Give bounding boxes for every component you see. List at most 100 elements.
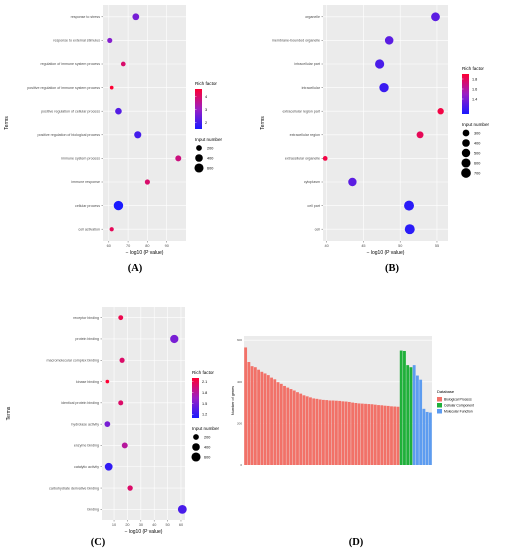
- legend-label: Cellular Component: [444, 404, 474, 408]
- bar: [377, 405, 380, 465]
- data-point: [118, 315, 124, 321]
- term-label: membrane-bounded organelle: [272, 39, 320, 43]
- bar: [247, 362, 251, 465]
- bar: [399, 350, 403, 465]
- bar: [309, 397, 312, 465]
- size-legend-label: 700: [474, 171, 480, 175]
- data-point: [120, 61, 126, 67]
- data-point: [177, 504, 187, 514]
- data-point: [105, 379, 110, 384]
- size-legend-dot: [461, 148, 471, 158]
- data-point: [113, 200, 124, 211]
- plot-background: [102, 307, 185, 520]
- x-tick-label: 50: [398, 244, 402, 248]
- size-legend-dot: [462, 139, 470, 147]
- x-tick-label: 45: [361, 244, 365, 248]
- term-label: extracellular region: [290, 133, 320, 137]
- term-label: kinase binding: [76, 380, 99, 384]
- x-tick-label: 55: [435, 244, 439, 248]
- size-legend-label: 400: [207, 156, 213, 160]
- x-tick-label: 60: [107, 244, 111, 248]
- bar: [273, 379, 277, 465]
- term-label: intracellular: [302, 86, 321, 90]
- data-point: [404, 224, 415, 235]
- term-label: macromolecular complex binding: [46, 358, 99, 362]
- bar: [266, 375, 270, 465]
- x-tick-label: 40: [152, 523, 156, 527]
- legend: Rich factor 2.1 1.8 1.5 1.2 Input number 200 40…: [191, 370, 220, 462]
- bar: [341, 401, 345, 465]
- term-label: immune response: [71, 180, 100, 184]
- x-tick-label: 90: [165, 244, 169, 248]
- bar: [253, 367, 257, 465]
- bar: [299, 393, 303, 465]
- legend-swatch: [437, 397, 442, 402]
- bar: [415, 375, 419, 465]
- bar: [312, 398, 316, 465]
- bar: [428, 412, 432, 465]
- bar: [396, 406, 400, 465]
- size-legend-dot: [462, 129, 470, 137]
- bar: [370, 404, 374, 465]
- term-label: response to stress: [71, 15, 101, 19]
- panel-d-bar-chart: 0 200 400 600 Number of genes Database Biologi…: [231, 336, 474, 548]
- size-legend-label: 600: [474, 161, 480, 165]
- legend: Rich factor 4 3 2 Input number 200 400 600: [194, 81, 223, 173]
- size-legend-dot: [461, 158, 471, 168]
- bar-plot-area: 0 200 400 600 Number of genes: [231, 336, 432, 467]
- term-label: cell: [315, 227, 321, 231]
- term-label: protein binding: [75, 337, 99, 341]
- colorbar-label: 2: [205, 121, 207, 125]
- term-label: positive regulation of cellular process: [41, 109, 100, 113]
- data-point: [431, 12, 440, 22]
- data-point: [132, 13, 140, 21]
- y-axis-title: Terms: [6, 406, 12, 420]
- bar: [373, 404, 377, 465]
- size-legend-label: 600: [204, 455, 210, 459]
- bar: [315, 398, 319, 465]
- panel-b-dot-plot: organelle membrane-bounded organelle intra…: [260, 5, 490, 274]
- data-point: [109, 85, 114, 90]
- colorbar-label: 1.5: [202, 402, 207, 406]
- size-legend-label: 400: [474, 141, 480, 145]
- y-axis-title: Terms: [4, 116, 10, 130]
- bar: [286, 387, 290, 465]
- term-label: extracellular organelle: [285, 157, 320, 161]
- term-label: receptor binding: [73, 316, 99, 320]
- colorbar-label: 3: [205, 108, 207, 112]
- data-point: [384, 36, 394, 45]
- legend-rich-title: Rich factor: [192, 370, 214, 375]
- panel-label: (A): [128, 263, 143, 274]
- bar: [270, 377, 273, 465]
- legend-rich-title: Rich factor: [462, 66, 484, 71]
- term-label: cellular process: [75, 204, 100, 208]
- size-legend-label: 500: [474, 151, 480, 155]
- plot-area: receptor binding protein binding macromole…: [6, 307, 187, 535]
- bar: [393, 406, 397, 465]
- bar: [296, 392, 299, 465]
- colorbar-label: 1.4: [472, 97, 477, 101]
- bar: [250, 366, 254, 465]
- size-legend-label: 200: [204, 435, 210, 439]
- term-label: hydrolase activity: [71, 422, 99, 426]
- data-point: [379, 82, 389, 93]
- legend-swatch: [437, 403, 442, 408]
- term-label: response to external stimulus: [53, 39, 100, 43]
- x-tick-label: 60: [179, 523, 183, 527]
- rich-colorbar: [462, 74, 469, 114]
- legend: Rich factor 1.8 1.6 1.4 Input number 300 400 50…: [461, 66, 490, 178]
- bar: [263, 373, 267, 465]
- panel-label: (B): [385, 263, 400, 274]
- colorbar-label: 1.8: [202, 391, 207, 395]
- term-label: intracellular part: [294, 62, 320, 66]
- data-point: [348, 177, 357, 187]
- data-point: [104, 462, 113, 471]
- size-legend-dot: [193, 434, 199, 440]
- bar: [367, 404, 371, 465]
- bar: [260, 371, 264, 465]
- x-tick-label: 80: [145, 244, 149, 248]
- bar: [292, 390, 296, 465]
- panel-label: (C): [91, 537, 106, 548]
- bar: [344, 401, 348, 465]
- term-label: immune system process: [61, 157, 100, 161]
